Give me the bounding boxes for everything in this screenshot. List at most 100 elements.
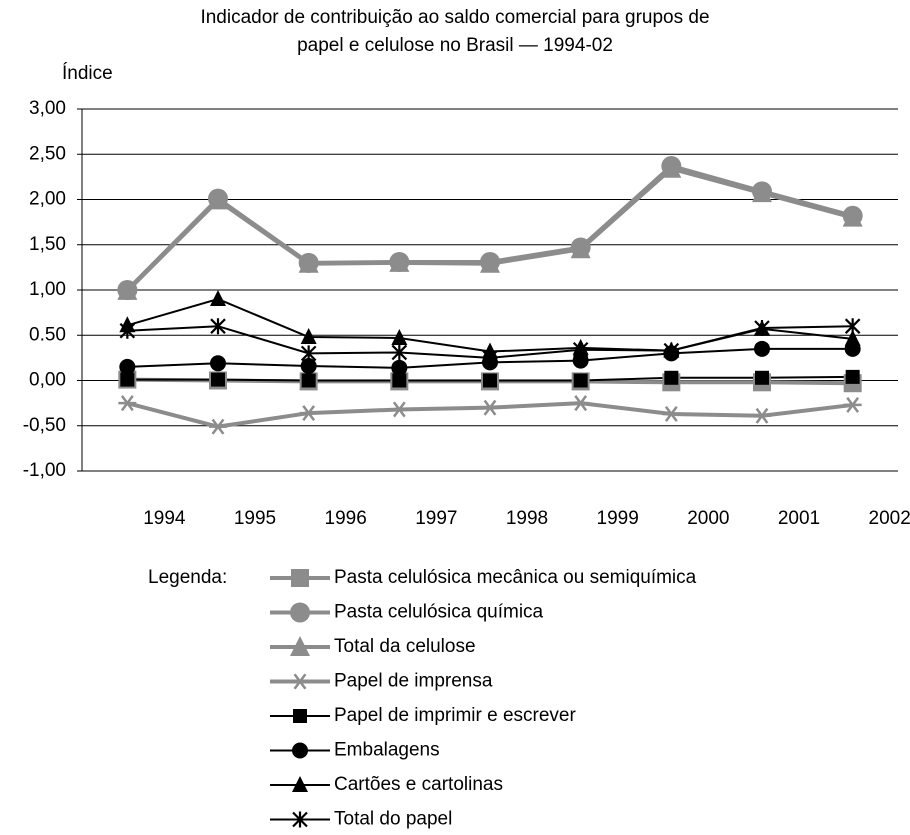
legend-marker (292, 811, 308, 828)
legend-label: Pasta celulósica mecânica ou semiquímica (334, 567, 697, 588)
legend-marker (291, 673, 309, 690)
y-tick-label: 0.50 (29, 324, 66, 345)
data-point (120, 372, 135, 387)
marker-stroke (210, 318, 226, 335)
legend-label: Total da celulose (334, 636, 476, 657)
marker-stroke (663, 342, 680, 359)
marker-stroke (391, 344, 408, 361)
data-point (117, 279, 138, 300)
marker-stroke (482, 349, 498, 366)
y-tick-label: 0,00 (29, 370, 66, 391)
x-tick-label: 1998 (506, 508, 548, 529)
marker-stroke (119, 322, 136, 339)
data-point (842, 206, 863, 227)
data-point (210, 290, 226, 307)
data-point (482, 349, 498, 366)
data-point (209, 418, 227, 435)
data-point (571, 395, 590, 412)
data-point (389, 251, 410, 272)
marker-stroke (209, 418, 227, 435)
y-axis-label: Índice (62, 63, 113, 84)
data-point (210, 355, 226, 372)
legend-marker (290, 602, 310, 623)
data-point (753, 407, 771, 424)
marker-stroke (291, 673, 309, 690)
marker-stroke (292, 811, 308, 828)
data-point (843, 396, 862, 413)
data-point (572, 352, 589, 369)
chart-title: Indicador de contribuição ao saldo comer… (200, 7, 709, 28)
x-tick-label: 2001 (778, 508, 820, 529)
data-point (300, 345, 317, 362)
data-point (755, 370, 769, 385)
data-point (663, 342, 680, 359)
data-point (208, 189, 228, 210)
data-point (662, 406, 681, 422)
data-point (752, 182, 772, 203)
marker-stroke (299, 405, 318, 422)
data-point (392, 373, 407, 388)
y-tick-label: -0,50 (23, 415, 66, 436)
marker-stroke (481, 399, 499, 416)
data-point (844, 329, 861, 346)
y-tick-label: 1,50 (29, 234, 66, 255)
y-tick-label: 3,00 (29, 98, 66, 119)
data-point (754, 320, 770, 337)
x-tick-label: 1995 (234, 508, 276, 529)
data-point (119, 322, 136, 339)
legend-marker (292, 776, 308, 792)
marker-stroke (843, 396, 862, 413)
data-point (210, 318, 226, 335)
legend-label: Cartões e cartolinas (334, 774, 503, 795)
marker-stroke (844, 318, 861, 335)
data-point (391, 344, 408, 361)
data-point (118, 395, 137, 412)
data-point (573, 373, 588, 388)
data-point (298, 252, 319, 273)
data-point (211, 372, 225, 387)
legend-marker (293, 709, 307, 723)
data-point (390, 401, 409, 418)
legend-label: Embalagens (334, 740, 440, 761)
data-point (391, 328, 408, 345)
data-point (483, 373, 497, 388)
x-tick-label: 1996 (325, 508, 367, 529)
marker-stroke (118, 395, 137, 412)
legend-label: Papel de imprimir e escrever (334, 705, 576, 726)
y-tick-label: -1,00 (23, 460, 66, 481)
data-point (299, 405, 318, 422)
data-point (300, 358, 317, 375)
data-point (570, 238, 591, 259)
legend-label: Total do papel (334, 809, 452, 830)
data-point (664, 370, 679, 385)
x-tick-label: 2000 (687, 508, 729, 529)
y-tick-label: 2,00 (29, 189, 66, 210)
data-point (661, 157, 682, 178)
x-tick-label: 2002 (869, 508, 910, 529)
x-tick-label: 1997 (415, 508, 457, 529)
data-point (845, 369, 860, 384)
legend-title: Legenda: (148, 567, 227, 588)
data-point (391, 359, 408, 376)
legend-marker (290, 636, 310, 656)
x-tick-label: 1994 (143, 508, 186, 529)
marker-stroke (753, 407, 771, 424)
data-point (300, 328, 317, 345)
data-point (301, 373, 316, 388)
x-tick-label: 1999 (597, 508, 639, 529)
marker-stroke (571, 395, 590, 412)
data-point (844, 318, 861, 335)
data-point (119, 358, 136, 375)
marker-stroke (390, 401, 409, 418)
legend-marker (291, 569, 309, 587)
data-point (572, 341, 589, 358)
chart-title: papel e celulose no Brasil — 1994-02 (297, 35, 613, 56)
legend-label: Papel de imprensa (334, 671, 493, 692)
marker-stroke (662, 406, 681, 422)
data-point (480, 252, 500, 273)
data-point (754, 340, 770, 357)
data-point (481, 399, 499, 416)
marker-stroke (300, 345, 317, 362)
marker-stroke (572, 341, 589, 358)
